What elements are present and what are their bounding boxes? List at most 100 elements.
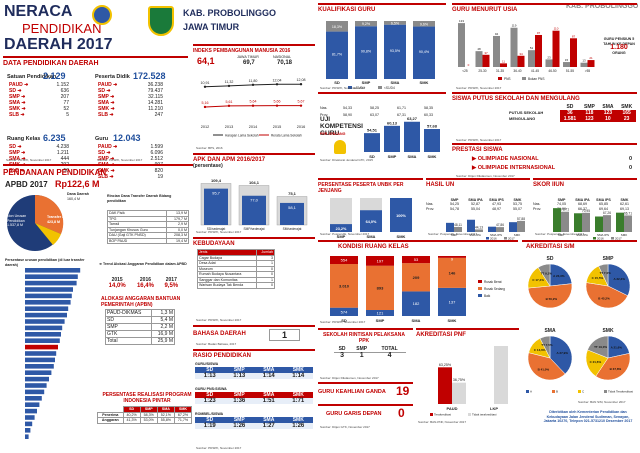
- prestasi-value: 0: [628, 165, 632, 171]
- pnf-legend-ter-swatch: [430, 413, 433, 416]
- usia-bar-pns: [535, 34, 542, 67]
- usia-bar-non: [493, 35, 500, 67]
- un-nas-value: 54,25: [450, 202, 459, 206]
- akr-pie-label: B 50,2%: [546, 297, 558, 301]
- ukg-prov-value: 60,33: [424, 113, 433, 117]
- pnf-legend-ter: Terakreditasi: [434, 413, 451, 417]
- unbk-bar-chart: 23,2% SMP 64,0% SMA 100% SMK: [330, 198, 412, 239]
- kondisi-bar-rusak: [402, 256, 430, 264]
- iiun-legend-2016-swatch: [593, 237, 596, 240]
- kebudayaan-row: Museum 0: [197, 265, 276, 272]
- akr-pie-label: TT 7,0%: [599, 271, 611, 275]
- rintisan-title: SEKOLAH RINTISAN PELAKSANA PPK: [323, 332, 405, 344]
- akr-pie-label: B 45,2%: [598, 297, 610, 301]
- source-un: Sumber: Puspendik, November 2017: [428, 232, 478, 236]
- pip-row-label: Anggaran: [97, 417, 124, 424]
- akr-pie-label: A 37,9%: [557, 351, 569, 355]
- satuan-row: SD ➜ 636: [9, 88, 69, 94]
- kondisi-bar-rusak: [330, 256, 358, 265]
- persen-bar: [25, 383, 47, 388]
- akr-pie-slice: [539, 335, 551, 359]
- persen-bar: [25, 319, 65, 324]
- pnf-bar-tidak: [452, 382, 466, 404]
- peserta-value: 11.210: [148, 106, 163, 112]
- rasio-head-cell: SD: [195, 417, 225, 423]
- akr-pie-slice: [527, 352, 566, 381]
- akr-pie-label: A 32,3%: [614, 277, 626, 281]
- ipm-point-rata: [203, 105, 207, 109]
- peserta-value: 14.281: [147, 100, 163, 106]
- apk-x-label: SMP/sederajat: [244, 227, 265, 231]
- kual-legend-s1-swatch: [348, 86, 352, 89]
- persen-bar: [25, 421, 33, 427]
- putus-cell: 123: [598, 110, 618, 116]
- rasio-table: SD SMP SMA SMK 1:23 1:36 1:51 1:71: [195, 392, 313, 404]
- guru-key: SD ➜: [98, 150, 111, 156]
- ukg-x-label: SMP: [388, 154, 397, 159]
- kebudayaan-title: KEBUDAYAAN: [193, 241, 235, 247]
- unbk-bar-bg: [330, 198, 352, 232]
- putus-cell: 118: [580, 110, 599, 116]
- usia-bar-pns: [587, 60, 595, 67]
- un-head-cell: SMA IPS: [489, 198, 504, 202]
- tren-year-2015: 2015: [111, 277, 123, 283]
- persen-bar: [25, 268, 81, 273]
- kebudayaan-value: 1: [255, 260, 276, 267]
- kebudayaan-row: Warisan Budaya Tak Benda 0: [197, 282, 276, 289]
- source-putus: Sumber: PDSPK, November 2017: [456, 138, 502, 142]
- peserta-list: PAUD ➜ 36.238 SD ➜ 79.437 SMP ➜ 32.115 SMA ➜ 14…: [98, 82, 163, 118]
- iiun-title: SKOR IIUN: [533, 182, 565, 188]
- rasio-title: RASIO PENDIDIKAN: [193, 353, 252, 359]
- peserta-value: 79.437: [147, 88, 163, 94]
- section-garis: GURU GARIS DEPAN 0: [318, 404, 413, 444]
- ukg-bar-chart: 54,51 SD 60,13 SMP 63,27 SMA 57,68 SMK: [364, 116, 440, 159]
- akr-pie-title: SMP: [603, 256, 615, 262]
- peserta-row: SMK ➜ 11.210: [98, 106, 163, 112]
- rasio-cell: 1:13: [195, 373, 225, 379]
- ipm-x-tick: 2015: [273, 125, 281, 129]
- section-ukg: Nas. 54,33 58,25 61,71 58,35 Prov. 58,90 63,07…: [318, 92, 446, 162]
- kual-s1-value: 81,7%: [332, 52, 343, 56]
- pip-row: Anggaran 41,3% 53,0% 55,8% 71,7%: [97, 417, 193, 424]
- usia-pns-value: 11: [502, 59, 505, 63]
- bahasa-title: BAHASA DAERAH: [193, 331, 246, 337]
- apm-bar: [242, 195, 266, 225]
- usia-x-label: 46-50: [548, 69, 556, 73]
- ulang-cell: 1.581: [559, 116, 581, 122]
- rasio-cell: 1:23: [195, 398, 225, 404]
- ipm-title: INDEKS PEMBANGUNAN MANUSIA 2016: [193, 48, 291, 54]
- rasio-head-cell: SMK: [283, 392, 313, 398]
- usia-bar-non: [580, 62, 588, 67]
- iiun-x-label: SMA IPS: [597, 233, 609, 237]
- keahlian-title: GURU KEAHLIAN GANDA: [318, 389, 386, 395]
- ipm-point-harapan: [203, 85, 207, 88]
- ruang-value: 50: [63, 168, 69, 174]
- ipm-nas-label: NASIONAL: [273, 55, 292, 59]
- persen-bar: [25, 274, 78, 279]
- akr-pie-slice: [595, 353, 631, 381]
- source-usia: Sumber: PDSPK, November 2017: [456, 86, 502, 90]
- ipm-point-harapan: [251, 83, 255, 87]
- satuan-label: Satuan Pendidikan: [7, 74, 57, 80]
- usia-x-label: 31-35: [496, 69, 504, 73]
- guru-row: SMP ➜ 2.512: [98, 156, 163, 162]
- persen-bar: [25, 428, 31, 433]
- ipm-x-tick: 2013: [225, 125, 233, 129]
- bantuan-key: Total: [104, 337, 153, 345]
- peserta-key: PAUD ➜: [98, 82, 118, 88]
- section-rintisan: SEKOLAH RINTISAN PELAKSANA PPK SD SMP TOTA…: [318, 328, 413, 380]
- persen-bar: [25, 389, 45, 395]
- peserta-row: PAUD ➜ 36.238: [98, 82, 163, 88]
- usia-pns-value: 37: [484, 51, 488, 55]
- kondisi-legend-swatch: [478, 280, 482, 283]
- un-head-cell: SMP: [450, 198, 459, 202]
- unbk-bar: [330, 224, 352, 232]
- ruang-label: Ruang Kelas: [7, 136, 41, 142]
- iiun-prov-value: 76,06: [557, 207, 566, 211]
- source-apk: Sumber: PDSPK, November 2017: [196, 230, 242, 234]
- ruang-value: 1.211: [56, 150, 69, 156]
- ipm-label-harapan: 11,32: [225, 80, 234, 84]
- persen-urusan-chart: [25, 268, 81, 439]
- pnf-bar-chart: PAUD LKP 63,25% 36,75% Terakreditasi Tidak te…: [430, 346, 508, 417]
- unbk-value: 23,2%: [336, 227, 347, 231]
